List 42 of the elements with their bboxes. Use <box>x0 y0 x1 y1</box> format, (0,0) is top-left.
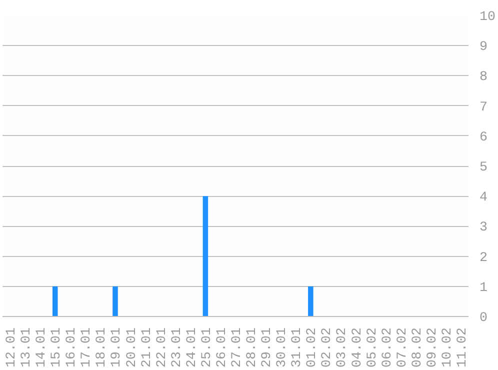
x-tick-label: 04.02 <box>350 327 366 368</box>
x-tick-label: 13.01 <box>20 327 35 368</box>
x-tick-label: 26.01 <box>214 327 230 368</box>
y-tick-label: 0 <box>480 311 488 326</box>
y-tick-label: 7 <box>480 100 488 116</box>
x-tick-label: 22.01 <box>154 327 170 368</box>
x-tick-label: 03.02 <box>335 327 350 368</box>
x-tick-label: 12.01 <box>4 327 20 368</box>
x-tick-label: 11.02 <box>455 327 470 368</box>
x-tick-label: 07.02 <box>395 327 410 368</box>
x-tick-label: 06.02 <box>380 327 396 368</box>
x-tick-label: 30.01 <box>275 327 290 368</box>
y-tick-label: 9 <box>480 40 488 56</box>
x-tick-label: 14.01 <box>34 327 50 368</box>
y-tick-label: 2 <box>480 250 488 266</box>
y-tick-label: 1 <box>480 280 488 296</box>
x-tick-label: 08.02 <box>410 327 426 368</box>
x-tick-label: 02.02 <box>320 327 336 368</box>
x-tick-label: 09.02 <box>425 327 440 368</box>
x-tick-label: 23.01 <box>170 327 185 368</box>
x-tick-label: 24.01 <box>184 327 200 368</box>
y-tick-label: 8 <box>480 70 488 86</box>
x-tick-label: 27.01 <box>230 327 245 368</box>
y-tick-label: 10 <box>480 10 496 25</box>
y-tick-label: 4 <box>480 190 488 206</box>
x-tick-label: 25.01 <box>200 327 215 368</box>
x-tick-label: 17.01 <box>80 327 95 368</box>
x-tick-label: 19.01 <box>110 327 125 368</box>
x-tick-label: 10.02 <box>440 327 456 368</box>
x-tick-label: 01.02 <box>305 327 320 368</box>
x-tick-label: 05.02 <box>365 327 380 368</box>
y-tick-label: 6 <box>480 130 488 146</box>
x-tick-label: 16.01 <box>64 327 80 368</box>
x-tick-label: 20.01 <box>124 327 140 368</box>
x-tick-label: 15.01 <box>50 327 65 368</box>
y-tick-label: 5 <box>480 160 488 176</box>
x-tick-label: 28.01 <box>245 327 260 368</box>
y-tick-label: 3 <box>480 220 488 236</box>
x-tick-label: 29.01 <box>260 327 276 368</box>
x-tick-label: 31.01 <box>290 327 306 368</box>
x-tick-label: 21.01 <box>140 327 155 368</box>
x-tick-label: 18.01 <box>94 327 110 368</box>
